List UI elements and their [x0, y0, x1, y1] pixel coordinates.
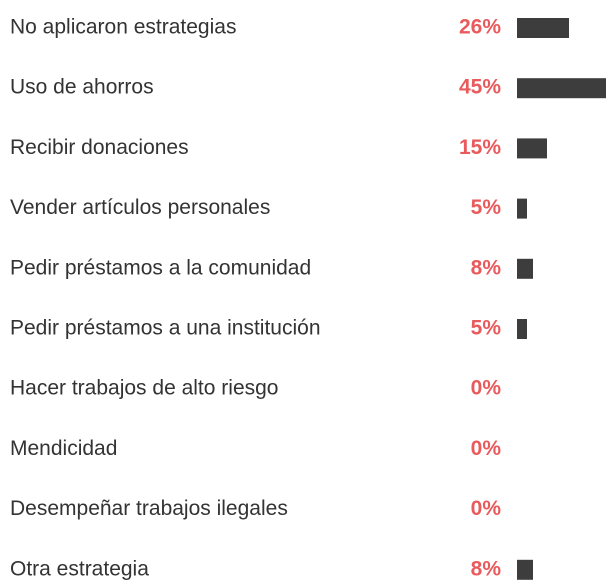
value-label: 0% [471, 437, 502, 460]
bar [517, 78, 606, 99]
value-label: 5% [471, 317, 502, 340]
value-label: 8% [471, 256, 502, 279]
value-label: 8% [471, 557, 502, 580]
category-label: Pedir préstamos a la comunidad [10, 256, 311, 279]
bar [517, 198, 527, 219]
value-label: 0% [471, 377, 502, 400]
category-label: Otra estrategia [10, 557, 149, 580]
bar [517, 138, 547, 159]
value-label: 5% [471, 196, 502, 219]
bar [517, 258, 533, 279]
bar [517, 18, 569, 38]
value-label: 15% [459, 136, 501, 159]
category-label: Recibir donaciones [10, 136, 189, 159]
bar [517, 319, 527, 339]
category-label: Desempeñar trabajos ilegales [10, 497, 288, 520]
category-label: Uso de ahorros [10, 76, 154, 99]
value-label: 0% [471, 497, 502, 520]
category-label: No aplicaron estrategias [10, 16, 236, 39]
category-label: Vender artículos personales [10, 196, 270, 219]
category-label: Mendicidad [10, 437, 117, 460]
category-label: Hacer trabajos de alto riesgo [10, 377, 278, 400]
value-label: 26% [459, 16, 501, 39]
bar [517, 559, 533, 580]
value-label: 45% [459, 76, 501, 99]
category-label: Pedir préstamos a una institución [10, 317, 321, 340]
